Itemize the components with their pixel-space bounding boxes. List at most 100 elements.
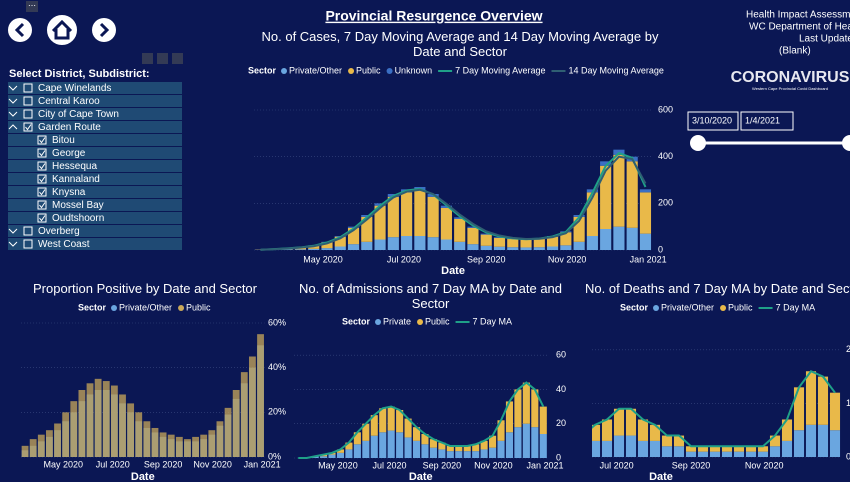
bar <box>54 423 61 457</box>
bar <box>533 247 545 250</box>
slicer-row[interactable] <box>8 147 182 159</box>
checkbox[interactable] <box>23 96 33 106</box>
bar <box>345 442 353 450</box>
y-tick-label: 60% <box>268 317 286 327</box>
bar <box>427 237 439 250</box>
x-tick-label: May 2020 <box>303 254 343 264</box>
bar <box>374 205 386 240</box>
legend-label: Public <box>186 302 211 312</box>
legend-label: 7 Day MA <box>776 302 816 312</box>
bar <box>661 435 673 447</box>
y-tick-label: 0 <box>658 244 663 254</box>
y-tick-label: 20% <box>268 407 286 417</box>
bar <box>613 154 625 227</box>
slider-handle[interactable] <box>842 135 850 151</box>
slicer-row[interactable] <box>8 212 182 224</box>
legend-dot <box>653 305 660 311</box>
bar <box>531 427 539 458</box>
expand-icon[interactable] <box>8 85 18 91</box>
bar <box>493 237 506 247</box>
expand-icon[interactable] <box>8 228 18 234</box>
info-line: WC Department of Health <box>749 22 850 33</box>
x-tick-label: Jan 2021 <box>526 460 563 470</box>
bar <box>472 451 480 458</box>
bar <box>94 378 102 457</box>
page-title: Provincial Resurgence Overview <box>325 8 542 24</box>
slicer-row[interactable] <box>8 95 182 107</box>
slicer-row[interactable] <box>8 121 182 133</box>
bar <box>396 410 404 433</box>
bar <box>135 412 143 457</box>
bar <box>374 239 386 250</box>
slicer-row[interactable] <box>8 199 182 211</box>
checkbox[interactable] <box>37 187 47 197</box>
checkbox[interactable] <box>23 122 33 132</box>
back-button[interactable] <box>8 18 32 42</box>
legend-label: Public <box>356 65 381 75</box>
bar <box>370 435 378 458</box>
checkbox[interactable] <box>23 83 33 93</box>
checkbox[interactable] <box>37 213 47 223</box>
bar <box>404 418 412 438</box>
slicer-toolbar[interactable] <box>142 53 183 64</box>
checkbox[interactable] <box>37 148 47 158</box>
slicer-row[interactable] <box>8 134 182 146</box>
bar <box>539 434 547 458</box>
bar <box>649 440 661 457</box>
bar <box>454 218 466 242</box>
slicer-row[interactable] <box>8 238 182 250</box>
home-button[interactable] <box>45 13 79 47</box>
bar <box>781 419 793 441</box>
bar <box>522 382 530 424</box>
bar <box>673 435 685 447</box>
x-tick-label: Jan 2021 <box>630 254 667 264</box>
checkbox[interactable] <box>37 135 47 145</box>
slicer-row[interactable] <box>8 225 182 237</box>
checkbox[interactable] <box>23 109 33 119</box>
slicer-row[interactable] <box>8 160 182 172</box>
bar <box>440 239 452 250</box>
slicer-row[interactable] <box>8 82 182 94</box>
expand-icon[interactable] <box>8 98 18 104</box>
bar <box>294 249 307 250</box>
expand-icon[interactable] <box>8 241 18 247</box>
checkbox[interactable] <box>37 161 47 171</box>
bar <box>520 247 532 250</box>
checkbox[interactable] <box>37 174 47 184</box>
legend-title: Sector <box>342 316 371 326</box>
bar <box>334 236 346 247</box>
bar <box>733 451 745 457</box>
check-mark <box>25 124 32 131</box>
slicer-row[interactable] <box>8 108 182 120</box>
collapse-icon[interactable] <box>8 124 18 130</box>
start-date-box[interactable] <box>687 111 739 131</box>
checkbox[interactable] <box>23 226 33 236</box>
slicer-label: Kannaland <box>52 174 100 185</box>
bar <box>600 229 612 250</box>
slider-handle[interactable] <box>690 135 706 151</box>
end-date-box[interactable] <box>740 111 794 131</box>
bar <box>554 446 564 451</box>
bar <box>412 427 421 441</box>
chart-cases: 0 200 400 600 May 2020 Jul 2020 Sep 2020 Nov 20… <box>248 65 673 277</box>
bar <box>414 236 426 250</box>
checkbox[interactable] <box>37 200 47 210</box>
slicer-row[interactable] <box>8 186 182 198</box>
bar <box>539 406 547 434</box>
slicer-row[interactable] <box>8 173 182 185</box>
slicer-label: George <box>52 148 86 159</box>
bar <box>573 216 585 242</box>
chart-positive: 0% 20% 40% 60% May 2020 Jul 2020 Sep 2020 Nov 2… <box>21 302 286 482</box>
expand-icon[interactable] <box>8 111 18 117</box>
bar <box>320 456 328 458</box>
bar <box>78 390 86 457</box>
check-mark <box>39 137 46 144</box>
bar <box>497 420 505 441</box>
bar <box>613 226 625 250</box>
forward-button[interactable] <box>92 18 116 42</box>
check-mark <box>39 163 46 170</box>
more-button[interactable] <box>26 1 38 12</box>
bar <box>793 387 805 431</box>
checkbox[interactable] <box>23 239 33 249</box>
bar <box>805 424 817 457</box>
